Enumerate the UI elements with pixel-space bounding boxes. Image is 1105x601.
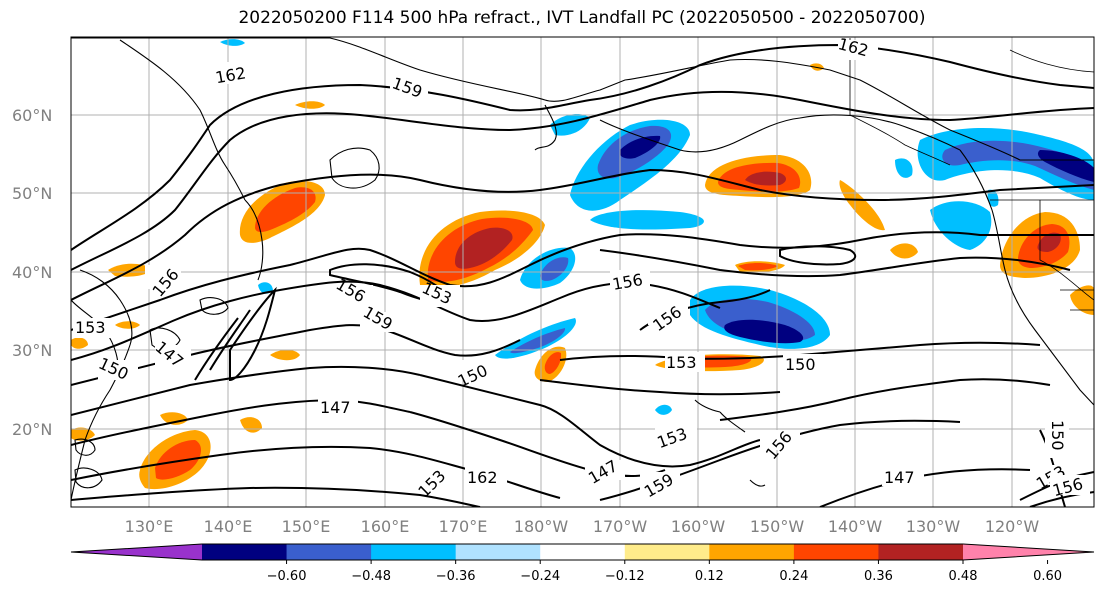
colorbar-segment: [455, 544, 541, 560]
colorbar-segment: [286, 544, 372, 560]
contour-label: 147: [320, 398, 351, 417]
colorbar-tick-label: 0.12: [695, 569, 724, 584]
colorbar-segment: [202, 544, 288, 560]
latitude-labels: 60°N 50°N 40°N 30°N 20°N: [12, 106, 52, 439]
lat-label: 20°N: [12, 420, 52, 439]
lat-label: 40°N: [12, 263, 52, 282]
colorbar-tick-label: 0.60: [1033, 569, 1062, 584]
contour-label: 153: [666, 353, 697, 372]
colorbar-extend-low: [71, 544, 202, 560]
borders: [849, 38, 1094, 311]
contour-label: 162: [836, 34, 870, 60]
colorbar-segment: [624, 544, 710, 560]
colorbar-tick-label: −0.24: [520, 569, 560, 584]
map-area: 162 159 162 156 153 156 156 159 153 147 …: [71, 34, 1094, 507]
longitude-labels: 130°E 140°E 150°E 160°E 170°E 180°W 170°…: [125, 517, 1040, 536]
lat-label: 50°N: [12, 184, 52, 203]
lon-label: 140°E: [204, 517, 253, 536]
colorbar: −0.60 −0.48 −0.36 −0.24 −0.12 0.12 0.24 0.36 0.4…: [70, 543, 1095, 584]
colorbar-tick-label: 0.24: [779, 569, 808, 584]
colorbar-tick-label: −0.36: [436, 569, 476, 584]
colorbar-segment: [371, 544, 457, 560]
lon-label: 140°W: [828, 517, 883, 536]
contour-label: 147: [884, 468, 915, 487]
colorbar-tick-label: 0.36: [864, 569, 893, 584]
lat-label: 60°N: [12, 106, 52, 125]
lon-label: 170°W: [593, 517, 648, 536]
lat-label: 30°N: [12, 341, 52, 360]
lon-label: 120°W: [985, 517, 1040, 536]
contour-label: 150: [785, 355, 816, 374]
colorbar-tick-label: −0.48: [351, 569, 391, 584]
lon-label: 160°E: [361, 517, 410, 536]
lon-label: 160°W: [671, 517, 726, 536]
colorbar-segment: [793, 544, 879, 560]
figure-title: 2022050200 F114 500 hPa refract., IVT La…: [238, 8, 926, 28]
contour-label: 162: [467, 468, 498, 487]
colorbar-segment: [878, 544, 964, 560]
lon-label: 130°E: [125, 517, 174, 536]
lon-label: 130°W: [906, 517, 961, 536]
colorbar-extend-high: [963, 544, 1094, 560]
colorbar-tick-label: −0.60: [267, 569, 307, 584]
lon-label: 170°E: [439, 517, 488, 536]
colorbar-outline: [70, 543, 1095, 561]
lon-label: 150°E: [282, 517, 331, 536]
contour-label: 153: [75, 318, 106, 337]
lon-label: 150°W: [750, 517, 805, 536]
colorbar-tick-label: −0.12: [605, 569, 645, 584]
contour-labels: 162 159 162 156 153 156 156 159 153 147 …: [73, 34, 1090, 501]
colorbar-tick-label: 0.48: [949, 569, 978, 584]
colorbar-segment: [709, 544, 795, 560]
contour-label: 150: [1048, 420, 1067, 451]
colorbar-segment: [540, 544, 626, 560]
map-frame: [70, 36, 1095, 508]
lon-label: 180°W: [514, 517, 569, 536]
